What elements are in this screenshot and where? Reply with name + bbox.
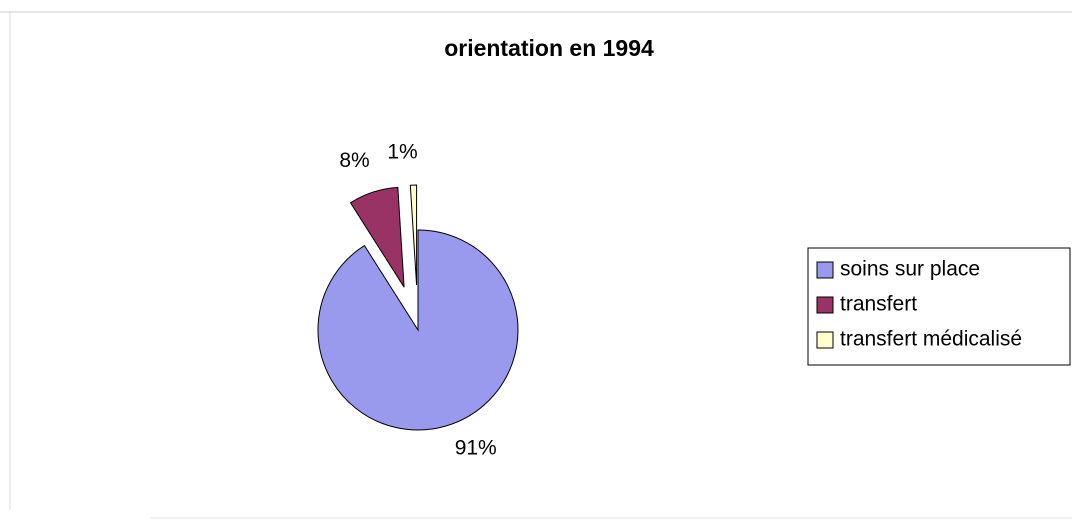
legend-swatch	[816, 261, 834, 279]
data-label: 1%	[387, 141, 417, 164]
pie-slice	[409, 184, 418, 286]
pie-slice	[349, 186, 405, 288]
legend	[807, 247, 1071, 366]
data-label: 8%	[339, 149, 369, 172]
data-label: 91%	[455, 436, 497, 459]
pie-slice	[317, 229, 519, 431]
legend-swatch	[816, 331, 834, 349]
legend-label: transfert médicalisé	[840, 328, 1022, 351]
legend-label: soins sur place	[840, 258, 980, 281]
legend-swatch	[816, 296, 834, 314]
legend-label: transfert	[840, 293, 917, 316]
chart-title: orientation en 1994	[444, 35, 654, 61]
